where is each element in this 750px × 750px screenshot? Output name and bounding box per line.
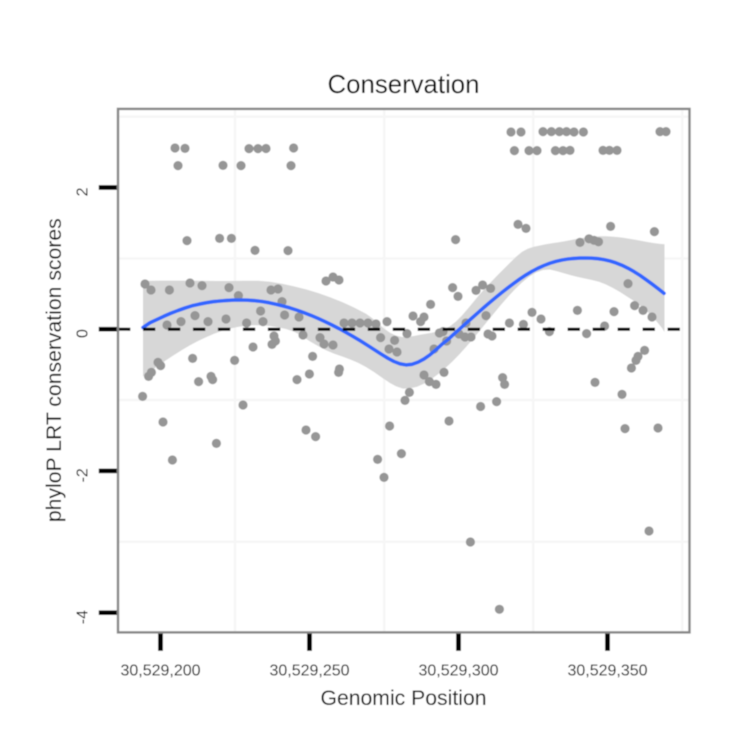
svg-text:phyloP LRT conservation scores: phyloP LRT conservation scores [43,218,66,522]
svg-text:-2: -2 [74,468,91,482]
svg-text:Genomic Position: Genomic Position [320,687,486,710]
svg-text:30,529,350: 30,529,350 [567,662,647,679]
svg-text:Conservation: Conservation [328,71,480,99]
svg-text:2: 2 [74,187,91,196]
svg-text:30,529,200: 30,529,200 [120,662,200,679]
svg-text:30,529,250: 30,529,250 [269,662,349,679]
svg-text:30,529,300: 30,529,300 [418,662,498,679]
svg-text:0: 0 [74,329,91,338]
svg-text:-4: -4 [74,610,91,624]
